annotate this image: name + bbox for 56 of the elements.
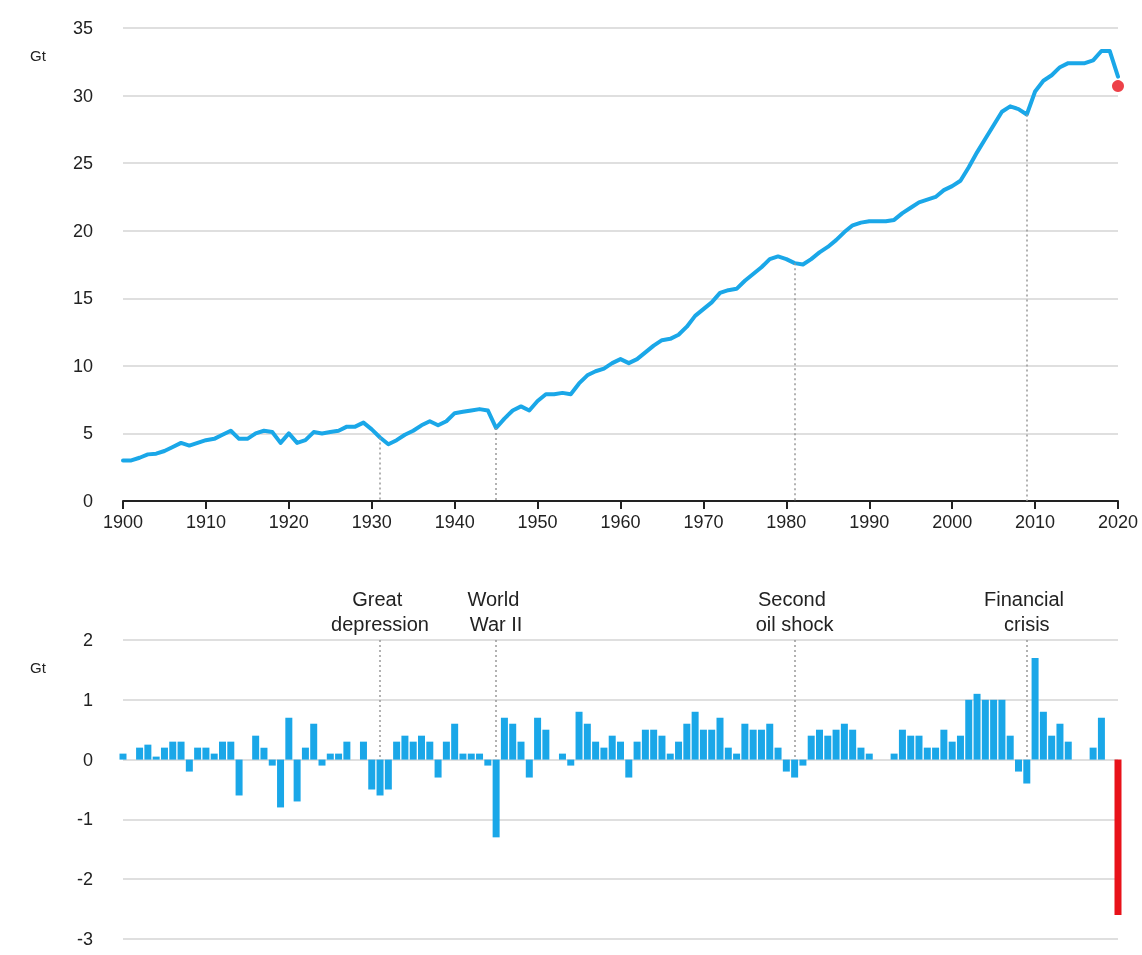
x-tick-label: 1920	[268, 512, 309, 532]
ref-line-label: World War II	[467, 587, 525, 635]
bar	[492, 759, 500, 838]
y-tick-label: 0	[82, 749, 93, 770]
bar	[177, 741, 185, 760]
x-tick-label: 1930	[351, 512, 392, 532]
bar	[119, 753, 127, 760]
y-tick-label: 30	[72, 85, 93, 106]
y-axis-title: Gt	[30, 47, 47, 64]
y-tick-label: 5	[82, 423, 93, 444]
x-tick-label: 1980	[766, 512, 807, 532]
y-tick-label: 35	[72, 18, 93, 38]
x-tick-label: 2000	[932, 512, 973, 532]
x-tick-label: 1990	[849, 512, 890, 532]
y-tick-label: 10	[72, 355, 93, 376]
y-axis-title: Gt	[30, 659, 47, 676]
y-tick-label: 15	[72, 288, 93, 309]
bar	[484, 759, 492, 766]
y-tick-label: -3	[76, 929, 93, 949]
bar	[517, 741, 525, 760]
bar	[625, 759, 633, 778]
y-tick-label: 25	[72, 153, 93, 174]
y-tick-label: 2	[82, 630, 93, 650]
x-tick-label: 1950	[517, 512, 558, 532]
y-tick-label: 20	[72, 220, 93, 241]
ref-line-label: Financial crisis	[983, 587, 1070, 635]
bar	[1006, 735, 1014, 760]
x-tick-label: 1910	[185, 512, 226, 532]
y-tick-label: 0	[82, 491, 93, 511]
bar	[368, 759, 376, 790]
bar	[359, 741, 367, 760]
x-tick-label: 2010	[1015, 512, 1056, 532]
bar	[1064, 741, 1072, 760]
x-tick-label: 1960	[600, 512, 641, 532]
bar	[1114, 759, 1122, 916]
bar	[525, 759, 533, 778]
x-tick-label: 1900	[102, 512, 144, 532]
line-series	[121, 48, 1120, 463]
y-tick-label: -1	[76, 809, 93, 830]
bar	[774, 747, 782, 760]
bar	[235, 759, 243, 796]
bar	[865, 753, 873, 760]
bar	[185, 759, 193, 772]
x-tick-label: 2020	[1097, 512, 1139, 532]
bar	[285, 717, 293, 760]
bar	[318, 759, 326, 766]
bar	[567, 759, 575, 766]
bar	[434, 759, 442, 778]
y-tick-label: -2	[76, 869, 93, 890]
bar	[558, 753, 566, 760]
x-tick-label: 1940	[434, 512, 475, 532]
bar	[293, 759, 301, 802]
x-tick-label: 1970	[683, 512, 724, 532]
y-tick-label: 1	[82, 689, 93, 710]
ref-line-label: Second oil shock	[755, 587, 835, 635]
ref-line-label: Great depression	[331, 587, 429, 635]
